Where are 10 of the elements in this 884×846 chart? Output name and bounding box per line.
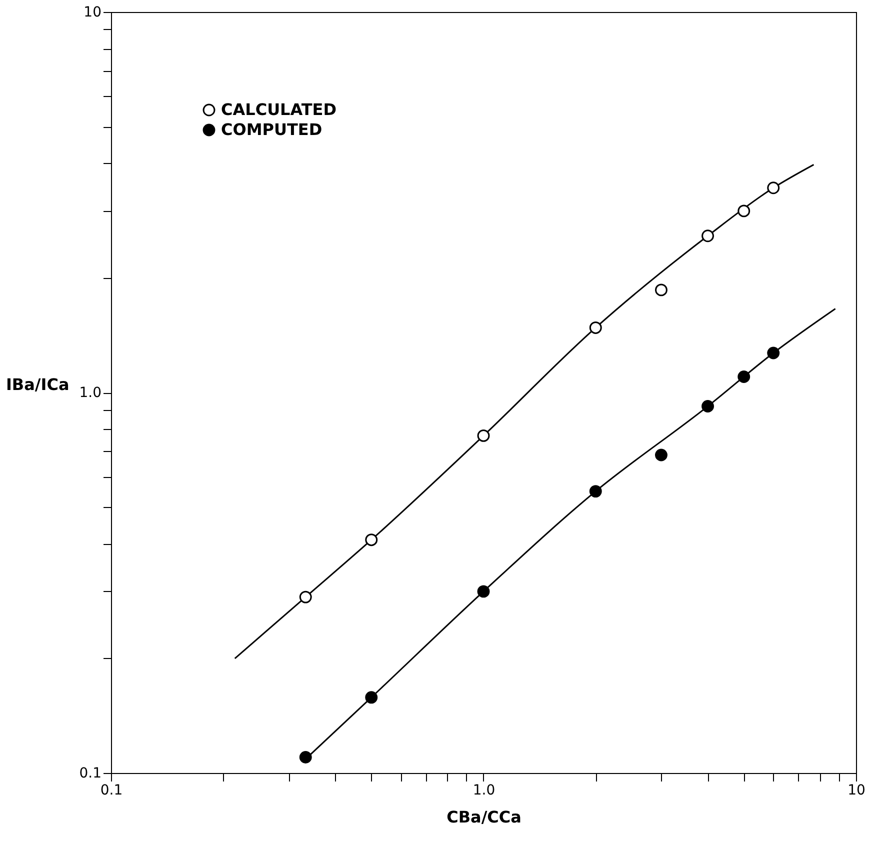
y-tick-label: 10 [84, 4, 102, 20]
legend-label: COMPUTED [221, 120, 322, 139]
y-tick-label: 1.0 [79, 385, 102, 401]
y-axis-title: IBa/ICa [6, 375, 70, 394]
y-tick-label: 0.1 [79, 766, 102, 782]
x-tick-label: 0.1 [100, 782, 123, 798]
x-tick-label: 10 [848, 782, 866, 798]
x-tick-label: 1.0 [472, 782, 496, 798]
x-axis-title: CBa/CCa [446, 808, 522, 826]
legend-label: CALCULATED [221, 100, 337, 119]
